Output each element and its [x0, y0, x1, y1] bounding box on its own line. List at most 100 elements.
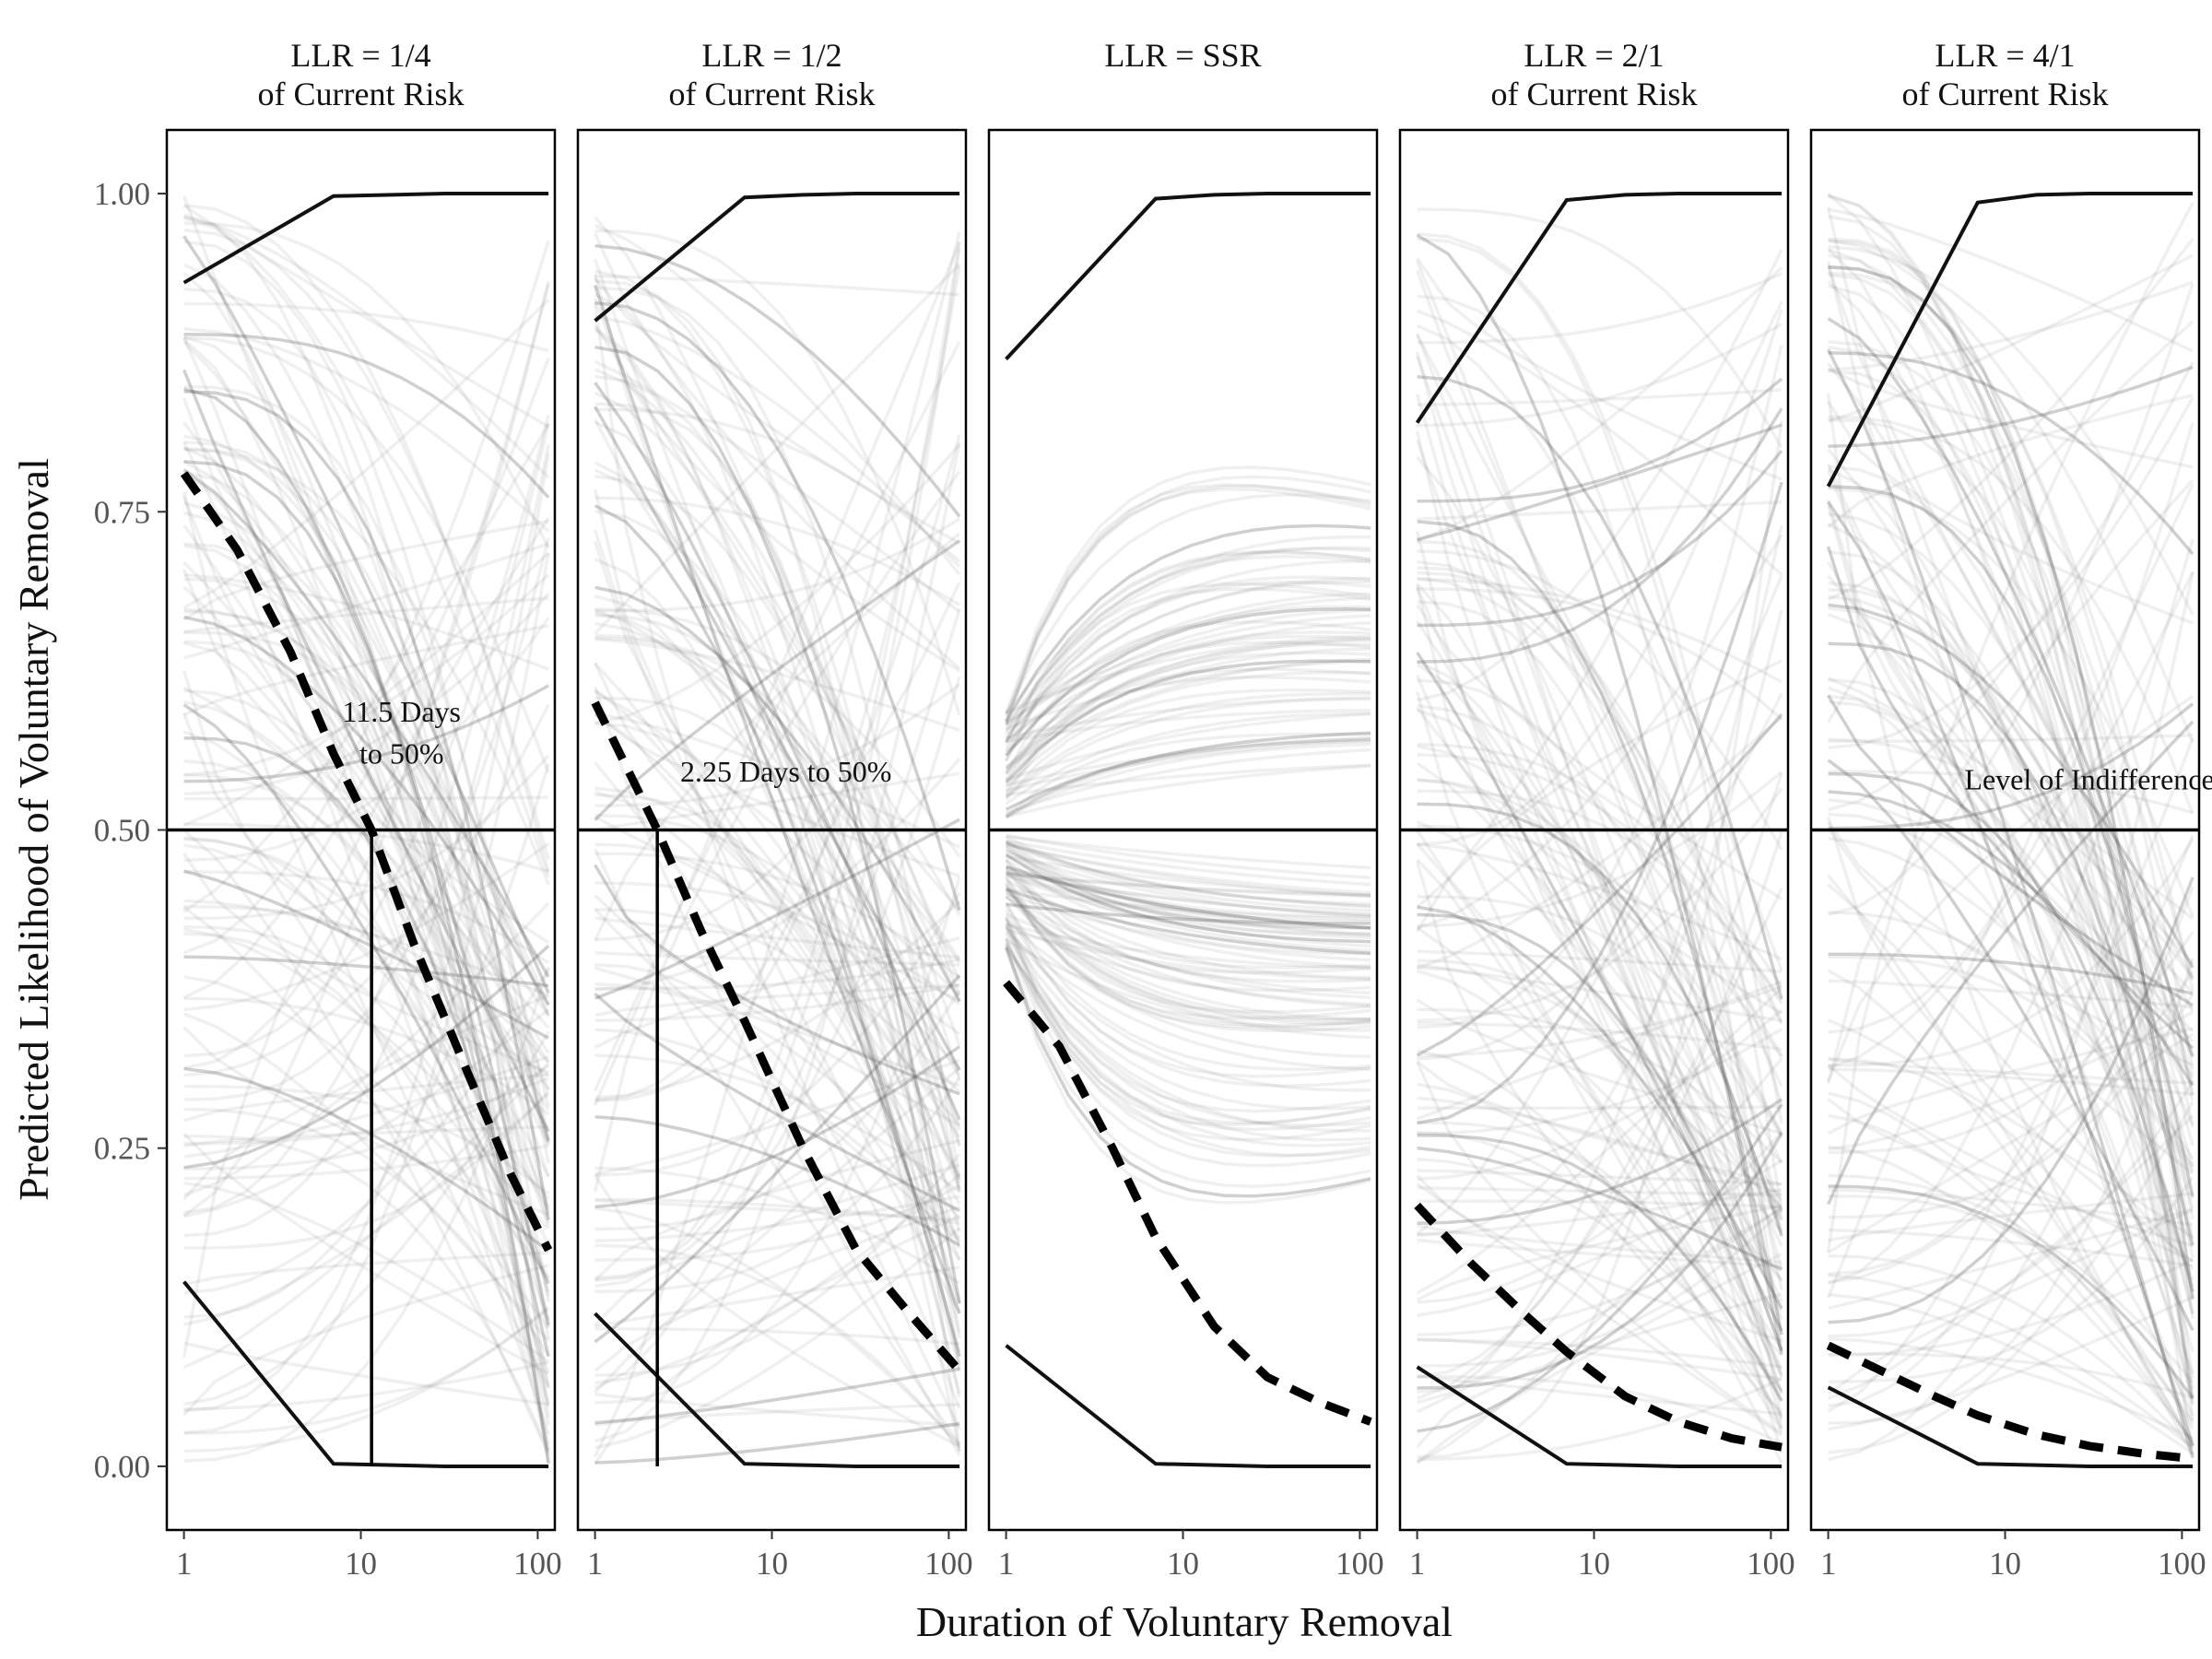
respondent-curve — [1827, 280, 2194, 1168]
respondent-curve — [1005, 882, 1371, 1028]
respondent-curve — [1005, 688, 1371, 800]
respondent-curve — [1416, 233, 1783, 1355]
panel: LLR = 4/1of Current Risk Level of Indiffe… — [1809, 37, 2212, 1582]
upper-bound-curve — [1005, 192, 1371, 360]
respondent-curve — [1417, 309, 1783, 847]
respondent-curve — [183, 822, 549, 873]
respondent-curve — [1828, 1100, 2194, 1454]
respondent-curve — [594, 407, 961, 563]
lower-bound-curve — [1416, 1365, 1783, 1468]
respondent-curve — [1005, 865, 1371, 983]
respondent-curve — [594, 286, 961, 1181]
respondent-curve — [1827, 694, 2194, 1007]
respondent-curve — [183, 443, 550, 1238]
respondent-curve — [594, 539, 961, 821]
respondent-curve — [1416, 582, 1783, 1394]
panel: LLR = 1/4of Current Risk 11.5 Days to 50% 1… — [94, 37, 562, 1582]
respondent-curve — [1416, 998, 1783, 1135]
respondent-curve — [182, 240, 550, 955]
respondent-curve — [1005, 547, 1371, 734]
respondent-curve — [183, 216, 550, 878]
respondent-curve — [1828, 239, 2194, 744]
respondent-curve — [1006, 902, 1371, 925]
respondent-curve — [1417, 272, 1783, 345]
respondent-curve — [1417, 207, 1783, 449]
respondent-curve — [1417, 771, 1783, 928]
respondent-curve — [1417, 1199, 1783, 1209]
respondent-curve — [1828, 910, 2194, 1168]
respondent-curve — [183, 996, 550, 1116]
respondent-curve — [1828, 1188, 2194, 1227]
respondent-curve — [1417, 1008, 1783, 1181]
x-tick-label: 100 — [1335, 1546, 1384, 1582]
respondent-curve — [182, 1026, 549, 1217]
respondent-curve — [1005, 576, 1371, 732]
respondent-curve — [183, 280, 550, 1070]
respondent-curve — [1416, 986, 1783, 1295]
respondent-curve — [1006, 887, 1371, 922]
respondent-curve — [1417, 559, 1783, 1219]
x-tick-label: 100 — [2158, 1546, 2206, 1582]
respondent-curve — [1006, 850, 1371, 919]
respondent-curve — [183, 795, 549, 801]
respondent-curve — [1005, 848, 1371, 930]
respondent-curve — [1416, 309, 1783, 576]
respondent-curve — [594, 475, 961, 1081]
respondent-curve — [1006, 841, 1371, 909]
respondent-curve — [594, 232, 961, 670]
respondent-curve — [1006, 871, 1371, 916]
respondent-curve — [1828, 979, 2194, 1009]
respondent-curve — [1417, 232, 1783, 1124]
respondent-curve — [1005, 942, 1371, 1158]
respondent-curve — [594, 243, 961, 518]
respondent-curve — [1827, 500, 2194, 1447]
respondent-curve — [1828, 396, 2194, 750]
respondent-curve — [593, 488, 961, 1126]
respondent-curve — [594, 229, 961, 716]
respondent-curve — [594, 606, 961, 858]
respondent-curve — [182, 853, 549, 1075]
respondent-curve — [1005, 739, 1371, 819]
x-tick-label: 1 — [998, 1546, 1015, 1582]
respondent-curve — [1005, 853, 1371, 944]
respondent-curve — [1827, 348, 2194, 1459]
respondent-curve — [1004, 918, 1371, 1124]
respondent-curve — [183, 932, 550, 1373]
respondent-curve — [1828, 1010, 2194, 1151]
respondent-curve — [1417, 609, 1783, 1237]
respondent-curve — [1005, 859, 1371, 975]
respondent-curve — [1006, 854, 1371, 898]
respondent-curve — [1828, 1176, 2194, 1383]
respondent-curve — [1828, 248, 2194, 982]
respondent-curve — [183, 390, 550, 1220]
respondent-curve — [182, 195, 550, 1091]
respondent-curve — [1828, 571, 2194, 1408]
respondent-curve — [182, 298, 550, 609]
respondent-curve — [594, 713, 961, 1138]
respondent-curve — [1006, 738, 1371, 793]
respondent-curve — [1417, 534, 1783, 930]
respondent-curve — [183, 869, 549, 1040]
annotation: Level of Indifference — [1964, 762, 2212, 795]
respondent-curve — [593, 284, 961, 1314]
respondent-curve — [1828, 1091, 2194, 1423]
respondent-curve — [182, 338, 550, 1445]
respondent-curve — [1827, 394, 2194, 529]
respondent-curve — [1827, 759, 2194, 1332]
respondent-curve — [1415, 269, 1783, 1088]
lower-bound-curve — [1827, 1385, 2194, 1468]
respondent-curve — [1417, 984, 1783, 1058]
respondent-curve — [1005, 667, 1371, 794]
respondent-curve — [1826, 483, 2194, 1299]
respondent-curve — [183, 1084, 550, 1195]
respondent-curve — [183, 944, 550, 1170]
respondent-curve — [1006, 764, 1371, 818]
respondent-curve — [1005, 865, 1371, 952]
respondent-curve — [1005, 941, 1371, 1147]
respondent-curve — [1828, 877, 2194, 1324]
respondent-curve — [1415, 675, 1783, 1015]
respondent-curve — [182, 357, 550, 999]
respondent-curve — [1828, 836, 2194, 1159]
respondent-curve — [1004, 465, 1371, 714]
respondent-curve — [1005, 835, 1371, 906]
